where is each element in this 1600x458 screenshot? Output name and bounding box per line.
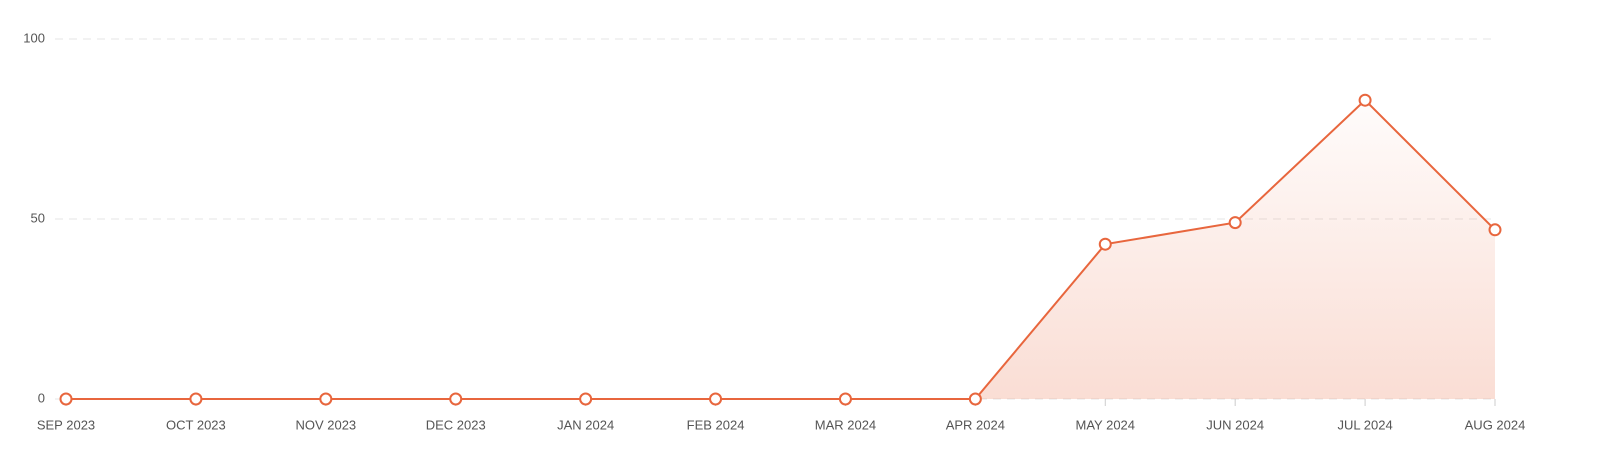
line	[66, 98, 1496, 400]
x-tick-label: JUN 2024	[1206, 417, 1264, 432]
point	[189, 392, 203, 406]
area	[66, 100, 1495, 399]
y-tick-label: 100	[23, 30, 45, 45]
point	[968, 392, 982, 406]
x-tick-label: JUL 2024	[1338, 417, 1393, 432]
y-tick-label: 50	[31, 210, 45, 225]
x-tick-label: MAY 2024	[1076, 417, 1136, 432]
x-tick-label: DEC 2023	[426, 417, 486, 432]
y-tick-label: 0	[38, 390, 45, 405]
point	[319, 392, 333, 406]
point	[709, 392, 723, 406]
x-tick-label: FEB 2024	[687, 417, 745, 432]
x-tick-label: SEP 2023	[37, 417, 95, 432]
point	[1358, 93, 1372, 107]
point	[579, 392, 593, 406]
point	[1228, 216, 1242, 230]
point	[1488, 223, 1502, 237]
x-tick-label: APR 2024	[946, 417, 1005, 432]
x-tick-label: AUG 2024	[1465, 417, 1526, 432]
x-tick-label: NOV 2023	[295, 417, 356, 432]
x-tick-label: OCT 2023	[166, 417, 226, 432]
x-tick-label: MAR 2024	[815, 417, 876, 432]
point	[449, 392, 463, 406]
point	[1098, 237, 1112, 251]
x-tick-label: JAN 2024	[557, 417, 614, 432]
point	[59, 392, 73, 406]
point	[838, 392, 852, 406]
